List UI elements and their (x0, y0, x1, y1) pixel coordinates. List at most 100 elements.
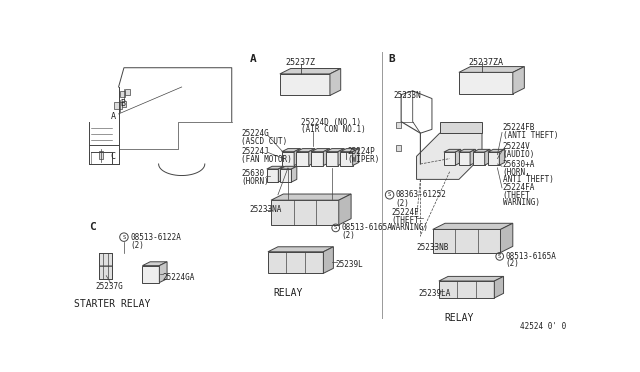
Polygon shape (396, 122, 401, 128)
Text: A: A (250, 54, 256, 64)
Text: 08513-6122A: 08513-6122A (130, 232, 181, 241)
Polygon shape (326, 148, 344, 152)
Polygon shape (433, 230, 500, 253)
Text: ANTI THEFT): ANTI THEFT) (503, 175, 554, 184)
Text: (ASCD CUT): (ASCD CUT) (241, 137, 287, 146)
Text: (ANTI THEFT): (ANTI THEFT) (503, 131, 558, 140)
Polygon shape (280, 74, 330, 96)
Text: 25233NA: 25233NA (250, 205, 282, 214)
Polygon shape (439, 281, 494, 298)
Text: 25224D (NO.1): 25224D (NO.1) (301, 118, 361, 127)
Polygon shape (159, 262, 167, 283)
Polygon shape (311, 148, 330, 152)
Polygon shape (444, 150, 461, 152)
Text: (FAN MOTOR): (FAN MOTOR) (241, 155, 292, 164)
Text: (THEFT: (THEFT (391, 216, 419, 225)
Text: 08363-61252: 08363-61252 (396, 190, 447, 199)
Text: 25237G: 25237G (95, 282, 124, 291)
Polygon shape (339, 194, 351, 225)
Text: (WIPER): (WIPER) (348, 155, 380, 164)
Text: B: B (120, 99, 125, 108)
Polygon shape (143, 262, 167, 266)
Polygon shape (459, 73, 513, 94)
Polygon shape (444, 152, 456, 165)
Polygon shape (120, 91, 125, 97)
Polygon shape (122, 101, 126, 107)
Text: (AUDIO): (AUDIO) (503, 150, 535, 159)
Text: A: A (111, 112, 116, 121)
Text: 25224P: 25224P (348, 147, 375, 156)
Text: (2): (2) (396, 199, 410, 208)
Text: RELAY: RELAY (273, 288, 303, 298)
Text: (AIR CON NO.1): (AIR CON NO.1) (301, 125, 366, 135)
Polygon shape (473, 150, 490, 152)
Polygon shape (99, 253, 111, 265)
Text: S: S (498, 254, 501, 259)
Text: 25224J: 25224J (241, 147, 269, 156)
Text: (THEFT: (THEFT (503, 191, 531, 200)
Text: RELAY: RELAY (444, 312, 474, 323)
Text: 25239L: 25239L (336, 260, 364, 269)
Text: S: S (122, 235, 125, 240)
Text: 25224V: 25224V (503, 142, 531, 151)
Text: WARNING): WARNING) (391, 223, 428, 232)
Polygon shape (340, 148, 359, 152)
Polygon shape (353, 148, 359, 166)
Polygon shape (271, 200, 339, 225)
Polygon shape (114, 102, 122, 109)
Polygon shape (99, 151, 103, 158)
Text: 25630+A: 25630+A (503, 160, 535, 169)
Polygon shape (456, 150, 461, 165)
Text: C: C (111, 153, 116, 161)
Polygon shape (282, 152, 294, 166)
Text: (2): (2) (130, 241, 144, 250)
Polygon shape (296, 148, 315, 152)
Polygon shape (323, 247, 333, 273)
Polygon shape (267, 169, 278, 182)
Polygon shape (470, 150, 476, 165)
Text: 25233N: 25233N (394, 91, 421, 100)
Polygon shape (417, 133, 482, 179)
Text: (2): (2) (341, 231, 355, 240)
Polygon shape (99, 266, 111, 279)
Polygon shape (296, 152, 308, 166)
Polygon shape (338, 148, 344, 166)
Polygon shape (282, 148, 300, 152)
Polygon shape (323, 148, 330, 166)
Polygon shape (488, 150, 505, 152)
Polygon shape (440, 122, 482, 133)
Text: (HORN,: (HORN, (503, 168, 531, 177)
Text: (2): (2) (505, 260, 519, 269)
Text: WARNING): WARNING) (503, 198, 540, 207)
Text: 25630: 25630 (241, 169, 264, 179)
Text: 25239LA: 25239LA (419, 289, 451, 298)
Text: 25224G: 25224G (241, 129, 269, 138)
Polygon shape (294, 148, 300, 166)
Text: STARTER RELAY: STARTER RELAY (74, 299, 150, 309)
Polygon shape (308, 148, 315, 166)
Polygon shape (458, 152, 470, 165)
Text: S: S (388, 192, 391, 197)
Text: 25237Z: 25237Z (285, 58, 316, 67)
Text: B: B (388, 54, 395, 64)
Text: 25224FB: 25224FB (503, 123, 535, 132)
Text: (HORN): (HORN) (241, 177, 269, 186)
Polygon shape (330, 68, 340, 96)
Polygon shape (125, 89, 130, 96)
Text: S: S (334, 225, 337, 230)
Text: 25224FA: 25224FA (503, 183, 535, 192)
Polygon shape (271, 194, 351, 200)
Polygon shape (396, 145, 401, 151)
Text: C: C (90, 222, 96, 232)
Polygon shape (267, 166, 284, 169)
Polygon shape (326, 152, 338, 166)
Text: 25224GA: 25224GA (163, 273, 195, 282)
Polygon shape (513, 67, 524, 94)
Polygon shape (494, 276, 504, 298)
Text: 25224F: 25224F (391, 208, 419, 217)
Polygon shape (500, 223, 513, 253)
Text: 25233NB: 25233NB (417, 243, 449, 252)
Polygon shape (439, 276, 504, 281)
Polygon shape (311, 152, 323, 166)
Polygon shape (458, 150, 476, 152)
